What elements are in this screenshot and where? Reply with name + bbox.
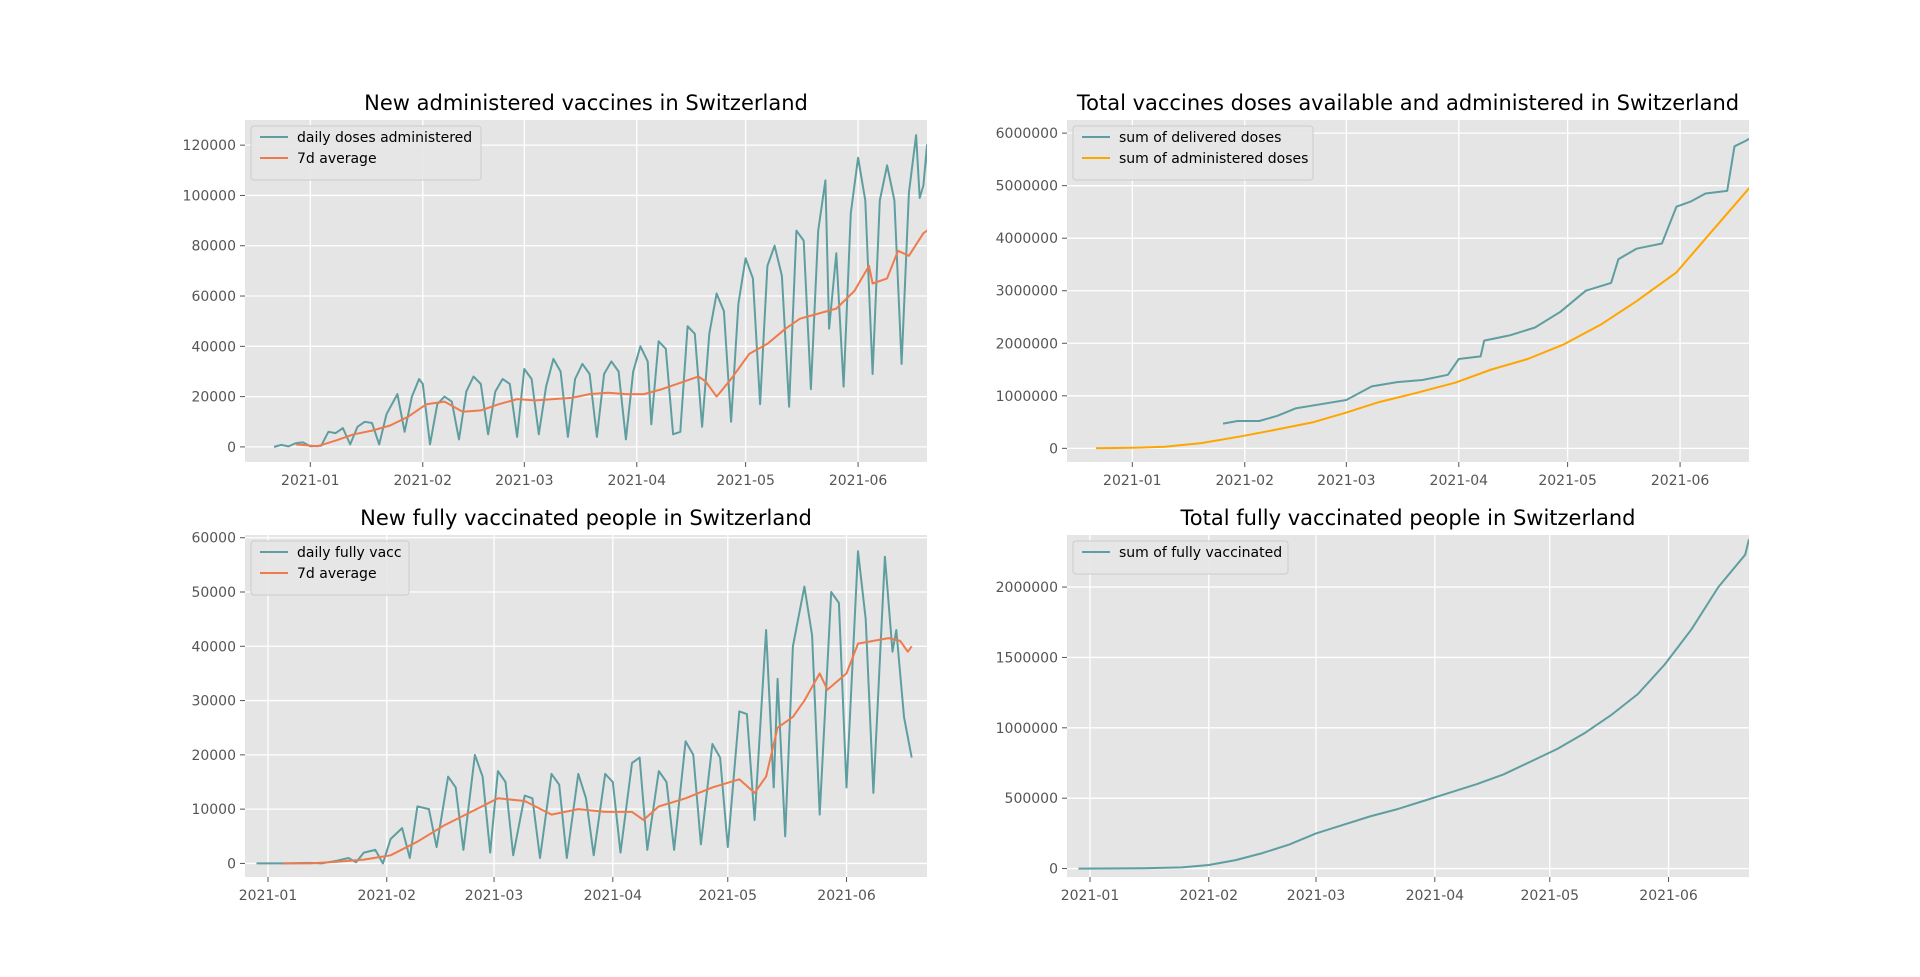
y-tick-label: 0 [227, 440, 236, 456]
x-tick-label: 2021-05 [1521, 888, 1580, 904]
y-tick-label: 40000 [191, 339, 236, 355]
y-tick-label: 1500000 [996, 650, 1058, 666]
x-tick-label: 2021-01 [1061, 888, 1120, 904]
x-tick-label: 2021-04 [584, 888, 643, 904]
legend: sum of delivered doses sum of administere… [1072, 125, 1314, 181]
x-tick-label: 2021-01 [239, 888, 298, 904]
x-tick-label: 2021-06 [829, 473, 888, 489]
x-tick-label: 2021-05 [1538, 473, 1597, 489]
x-tick-label: 2021-03 [465, 888, 524, 904]
legend-label: sum of administered doses [1119, 151, 1308, 167]
chart-title: New administered vaccines in Switzerland [364, 91, 808, 115]
legend-label: daily doses administered [297, 130, 472, 146]
chart-title: New fully vaccinated people in Switzerla… [360, 506, 812, 530]
legend-label: sum of fully vaccinated [1119, 545, 1282, 561]
series-line-2 [283, 637, 913, 865]
series-line-1 [1222, 137, 1749, 425]
x-tick-label: 2021-06 [1639, 888, 1698, 904]
x-tick-label: 2021-04 [608, 473, 667, 489]
legend: daily doses administered 7d average [250, 125, 482, 181]
y-tick-label: 60000 [191, 531, 236, 547]
series-line-1 [256, 550, 913, 865]
y-tick-label: 20000 [191, 390, 236, 406]
y-tick-label: 2000000 [996, 336, 1058, 352]
y-tick-label: 30000 [191, 694, 236, 710]
series-line-1 [1078, 538, 1749, 870]
legend: daily fully vacc 7d average [250, 540, 410, 596]
x-tick-label: 2021-02 [394, 473, 453, 489]
y-tick-label: 3000000 [996, 284, 1058, 300]
y-tick-label: 6000000 [996, 126, 1058, 142]
chart-3: 0 10000 20000 30000 40000 50000 60000 2021-01 20… [191, 506, 927, 904]
chart-title: Total fully vaccinated people in Switzer… [1180, 506, 1636, 530]
y-tick-label: 50000 [191, 585, 236, 601]
x-tick-label: 2021-02 [1180, 888, 1239, 904]
y-tick-label: 100000 [183, 188, 236, 204]
y-tick-label: 0 [1049, 862, 1058, 878]
series-line-2 [1095, 186, 1749, 450]
y-tick-label: 60000 [191, 289, 236, 305]
y-tick-label: 0 [227, 856, 236, 872]
x-tick-label: 2021-04 [1430, 473, 1489, 489]
series-line-2 [295, 229, 927, 448]
y-tick-label: 1000000 [996, 721, 1058, 737]
y-tick-label: 1000000 [996, 389, 1058, 405]
chart-2: 0 1000000 2000000 3000000 4000000 5000000 6000… [996, 91, 1749, 489]
y-tick-label: 0 [1049, 441, 1058, 457]
y-tick-label: 4000000 [996, 231, 1058, 247]
y-tick-label: 500000 [1005, 791, 1058, 807]
x-tick-label: 2021-03 [495, 473, 554, 489]
legend-label: sum of delivered doses [1119, 130, 1281, 146]
legend: sum of fully vaccinated [1072, 540, 1289, 575]
chart-1: 0 20000 40000 60000 80000 100000 120000 2021-01… [183, 91, 927, 489]
plot-area [1067, 535, 1749, 877]
y-tick-label: 40000 [191, 639, 236, 655]
x-tick-label: 2021-02 [358, 888, 417, 904]
y-tick-label: 2000000 [996, 580, 1058, 596]
x-tick-label: 2021-06 [817, 888, 876, 904]
y-tick-label: 120000 [183, 138, 236, 154]
y-tick-label: 10000 [191, 802, 236, 818]
y-tick-label: 20000 [191, 748, 236, 764]
chart-title: Total vaccines doses available and admin… [1076, 91, 1739, 115]
series-line-1 [273, 134, 927, 448]
y-tick-label: 80000 [191, 239, 236, 255]
legend-label: daily fully vacc [297, 545, 402, 561]
x-tick-label: 2021-01 [281, 473, 340, 489]
legend-label: 7d average [297, 151, 377, 167]
x-tick-label: 2021-05 [699, 888, 758, 904]
x-tick-label: 2021-01 [1103, 473, 1162, 489]
legend-label: 7d average [297, 566, 377, 582]
x-tick-label: 2021-06 [1651, 473, 1710, 489]
y-tick-label: 5000000 [996, 179, 1058, 195]
x-tick-label: 2021-03 [1287, 888, 1346, 904]
x-tick-label: 2021-05 [716, 473, 775, 489]
x-tick-label: 2021-04 [1406, 888, 1465, 904]
x-tick-label: 2021-02 [1216, 473, 1275, 489]
x-tick-label: 2021-03 [1317, 473, 1376, 489]
chart-4: 0 500000 1000000 1500000 2000000 2021-01 2021-… [996, 506, 1749, 904]
